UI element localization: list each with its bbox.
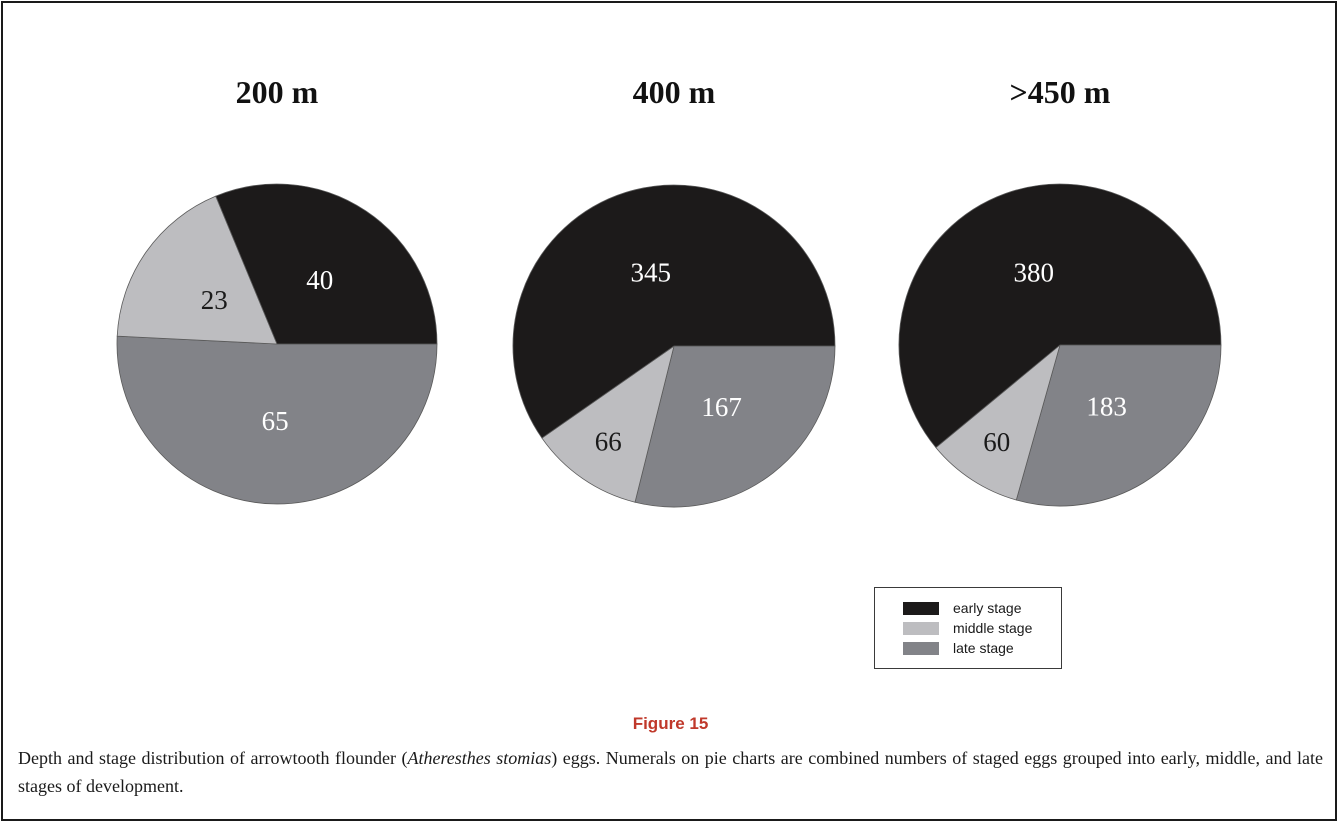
pie-chart-title: >450 m	[1010, 74, 1111, 110]
caption-species-name: Atheresthes stomias	[407, 748, 552, 768]
pie-value-label-middle: 60	[983, 427, 1010, 457]
pie-slice-late	[634, 345, 836, 508]
pie-value-label-early: 40	[306, 265, 333, 295]
pie-slice-middle	[116, 195, 278, 345]
pie-slice-late	[1015, 344, 1222, 507]
pie-value-label-late: 167	[701, 392, 742, 422]
caption-text-end: ) eggs. Numerals on pie charts are combi…	[18, 748, 1323, 796]
pie-chart-1: 65 23 40 200 m	[116, 74, 438, 505]
pie-charts: 65 23 40 200 m 167 66 345 400 m 183 60 380 >450 m	[116, 74, 1222, 508]
pie-slice-late	[116, 335, 438, 505]
legend-label-late: late stage	[953, 640, 1014, 656]
legend-item-middle: middle stage	[903, 618, 1061, 638]
pie-value-label-late: 183	[1086, 392, 1127, 422]
legend-label-middle: middle stage	[953, 620, 1033, 636]
legend-swatch-middle	[903, 621, 939, 635]
pie-slice-middle	[935, 343, 1061, 501]
pie-value-label-late: 65	[262, 406, 289, 436]
pie-value-label-early: 345	[631, 257, 672, 287]
pie-value-label-middle: 23	[201, 285, 228, 315]
pie-value-label-middle: 66	[595, 427, 622, 457]
legend-item-early: early stage	[903, 598, 1061, 618]
legend-swatch-late	[903, 641, 939, 655]
pie-chart-2: 167 66 345 400 m	[512, 74, 836, 508]
caption-text-start: Depth and stage distribution of arrowtoo…	[18, 748, 408, 768]
legend: early stage middle stage late stage	[874, 587, 1062, 669]
legend-item-late: late stage	[903, 638, 1061, 658]
pie-slice-early	[215, 183, 438, 345]
legend-swatch-early	[903, 601, 939, 615]
pie-slice-middle	[541, 345, 675, 503]
pie-value-label-early: 380	[1014, 257, 1055, 287]
legend-label-early: early stage	[953, 600, 1022, 616]
pie-slice-early	[898, 183, 1222, 449]
pie-slice-early	[512, 184, 836, 439]
figure-caption: Depth and stage distribution of arrowtoo…	[18, 744, 1323, 800]
pie-chart-title: 200 m	[236, 74, 319, 110]
pie-chart-3: 183 60 380 >450 m	[898, 74, 1222, 507]
figure-label: Figure 15	[632, 714, 709, 733]
pie-chart-title: 400 m	[633, 74, 716, 110]
